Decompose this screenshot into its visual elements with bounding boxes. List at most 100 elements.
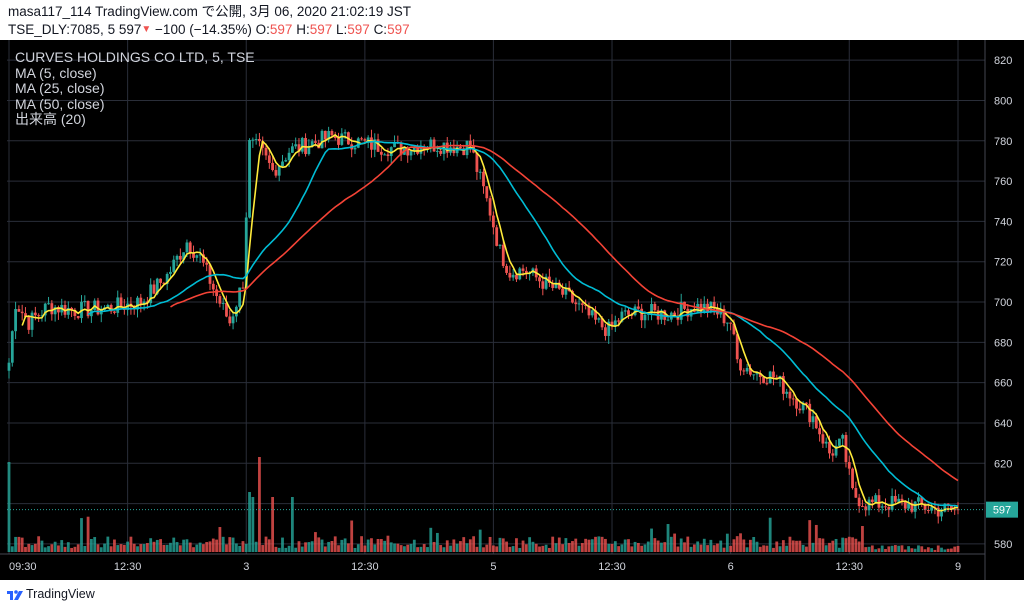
candle-body [7,362,11,371]
volume-bar [630,546,634,552]
volume-bar [251,497,255,552]
volume-bar [762,545,765,552]
volume-bar [541,545,545,552]
candle-body [877,495,881,508]
candle-body [610,321,614,326]
candle-body [488,198,492,216]
volume-bar [913,548,917,552]
volume-bar [70,547,74,552]
volume-bar [356,544,360,552]
candle-body [343,132,347,134]
candle-body [43,303,47,316]
candle-body [310,141,314,147]
candle-body [828,441,831,454]
candle-body [574,302,578,305]
volume-bar [857,541,861,552]
volume-bar [795,540,798,552]
candle-body [152,284,156,294]
volume-bar [636,542,640,552]
x-tick-label: 09:30 [9,561,37,573]
volume-bar [307,542,311,552]
volume-bar [518,547,522,552]
candle-body [910,503,914,512]
last-price: 597 [118,22,142,37]
volume-bar [228,537,232,552]
candle-body [412,146,416,151]
candle-body [234,306,238,317]
volume-bar [534,543,538,552]
candle-body [432,139,436,152]
candle-body [175,255,179,260]
volume-bar [920,546,924,552]
legend-ma5[interactable]: MA (5, close) [15,64,97,81]
candle-body [274,170,278,176]
volume-bar [574,538,578,552]
candle-body [749,368,752,375]
candle-body [300,137,304,152]
volume-bar [907,546,910,552]
candle-body [722,308,726,324]
low-value: 597 [347,22,370,37]
legend-volume[interactable]: 出来高 (20) [15,111,86,127]
legend-ma50[interactable]: MA (50, close) [15,95,105,112]
volume-bar [132,543,136,552]
candle-body [495,227,499,246]
volume-bar [772,547,775,552]
candle-body [376,139,380,152]
candle-body [277,166,281,176]
volume-bar [30,545,34,552]
candle-body [360,138,363,140]
candle-body [597,318,601,320]
volume-bar [557,537,561,552]
volume-bar [241,541,245,552]
candle-body [366,137,370,141]
candle-body [337,137,340,145]
volume-bar [429,527,433,552]
volume-bar [294,547,298,552]
volume-bar [669,536,673,552]
volume-bar [613,541,617,552]
candle-body [818,428,822,435]
y-tick-label: 580 [994,539,1012,551]
price-chart[interactable]: 597 580 620 640 660 680 700 720 740 760 780 800 820 0… [0,40,1024,580]
candle-body [202,254,205,263]
volume-bar [765,545,769,552]
ma50-line [170,144,959,482]
legend-ma25[interactable]: MA (25, close) [15,80,105,96]
candle-body [758,373,762,378]
volume-bar [290,497,294,552]
volume-bar [495,546,499,552]
candle-body [837,438,841,446]
candle-body [14,309,17,332]
candle-body [617,320,621,322]
volume-bar [274,546,278,552]
candle-body [284,160,288,162]
candle-body [271,162,275,171]
candle-body [584,304,588,306]
volume-bar [231,537,235,552]
volume-bar [917,545,920,552]
volume-bar [350,520,354,552]
volume-bar [452,539,456,552]
footer-brand[interactable]: TradingView [26,587,95,601]
y-tick-label: 660 [994,378,1012,390]
candle-body [900,498,904,501]
candle-body [508,272,512,278]
candle-body [304,137,307,155]
volume-bar [267,539,271,552]
volume-bar [824,545,828,552]
candle-body [333,135,337,138]
candle-body [861,506,864,508]
volume-bar [482,547,485,552]
volume-bar [73,546,77,552]
volume-bar [376,538,380,552]
volume-bar [393,543,396,552]
candle-body [847,462,851,469]
candle-body [943,503,947,512]
candle-body [389,147,393,157]
candle-body [244,217,248,289]
x-tick-label: 6 [728,561,734,573]
high-value: 597 [309,22,333,37]
price-change: −100 (−14.35%) [155,22,252,37]
candle-body [459,146,462,149]
